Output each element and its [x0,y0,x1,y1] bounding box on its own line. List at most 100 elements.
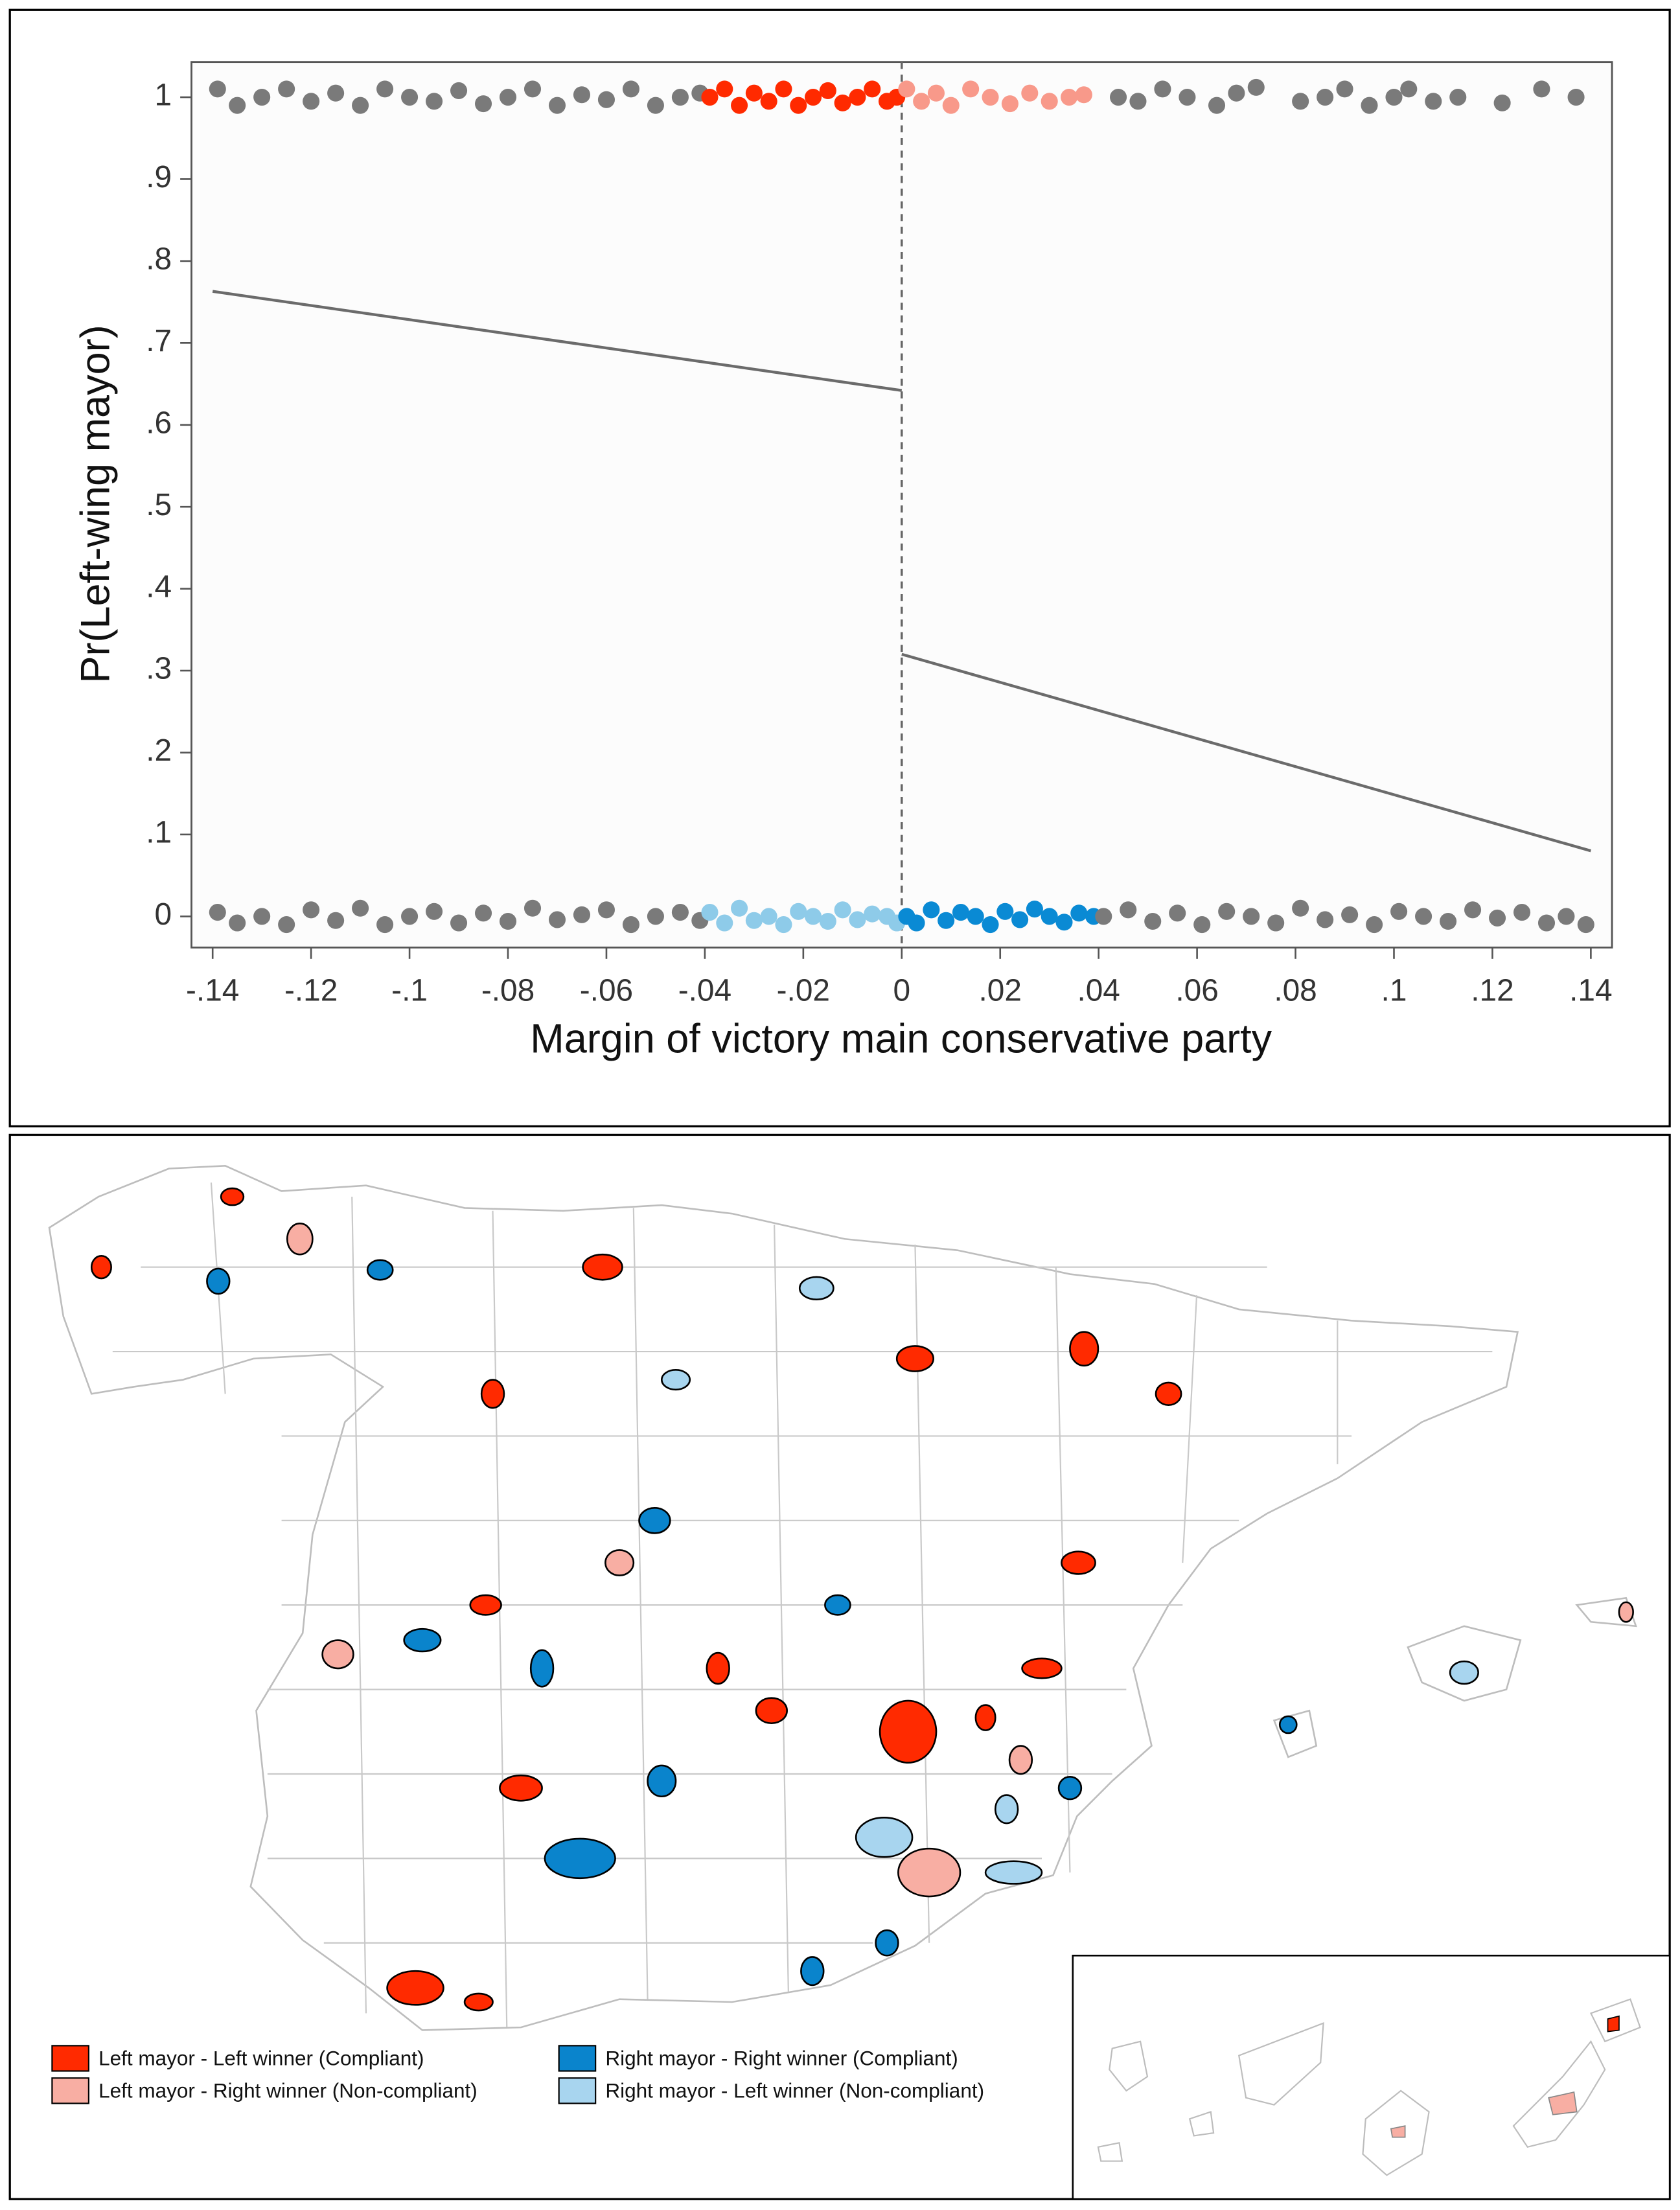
x-tick-label: -.06 [580,974,633,1008]
point [1026,900,1043,918]
point [573,86,591,104]
point [1120,901,1137,919]
point [229,914,246,932]
point [819,82,836,99]
point [1001,95,1018,113]
point [278,80,295,98]
legend-label: Right mayor - Right winner (Compliant) [605,2046,958,2069]
point [548,911,566,928]
point [524,80,542,98]
grid-lines [112,1266,1493,1944]
point [622,80,639,98]
y-tick-label: .4 [146,570,172,604]
point [278,916,295,934]
point [1011,911,1029,928]
point [499,912,517,930]
point [1317,911,1334,928]
point [804,88,822,106]
point [898,80,915,98]
point [1493,94,1511,111]
point [376,80,394,98]
point [938,912,955,929]
point [1095,908,1112,925]
point [352,97,369,114]
point [942,97,960,114]
point [1218,903,1236,920]
x-tick-label: .06 [1175,974,1218,1008]
point [1341,906,1359,923]
point [1415,908,1433,925]
point [1336,80,1353,98]
point [671,88,689,106]
point [1366,916,1383,934]
legend: Left mayor - Left winner (Compliant) Left… [51,2045,984,2104]
fit-line [212,290,903,392]
point [775,916,792,934]
point [982,916,999,934]
point [426,903,443,920]
legend-label: Left mayor - Right winner (Non-compliant… [98,2078,478,2102]
inset-blob [1390,2125,1406,2138]
point [804,908,822,925]
point [1488,909,1506,927]
y-tick-label: .9 [146,160,172,194]
point [927,84,945,102]
point [209,80,226,98]
plot: -.14 -.12 -.1 -.08 -.06 -.04 -.02 0 .02 .04 .06 .08… [146,62,1613,1008]
x-tick-label: -.02 [777,974,830,1008]
point [597,91,615,108]
y-tick-label: .3 [146,652,172,686]
legend-swatch [51,2045,89,2072]
point [1169,904,1186,922]
point [622,916,639,934]
x-tick-label: -.12 [284,974,338,1008]
point [524,899,542,917]
point [1537,914,1556,932]
point [1385,88,1403,106]
x-axis-title: Margin of victory main conservative part… [530,1017,1272,1062]
point [1041,93,1058,110]
y-tick-label: 1 [155,78,172,113]
point [401,88,419,106]
point [647,908,664,925]
point [1292,93,1309,110]
point [760,908,777,925]
legend-label: Left mayor - Left winner (Compliant) [98,2046,424,2069]
point [745,912,763,929]
point [1041,908,1058,925]
point [376,916,394,934]
inset-blob [1548,2091,1578,2115]
point [834,901,851,919]
y-tick-label: .1 [146,816,172,850]
x-tick-label: -.04 [678,974,731,1008]
point [253,88,271,106]
point [701,88,719,106]
x-tick-label: .1 [1381,974,1407,1008]
point [1228,84,1245,102]
point [597,901,615,919]
point [474,904,492,922]
point [209,904,226,921]
point [303,901,320,919]
x-tick-label: 0 [893,974,910,1008]
point [716,914,733,932]
point [1144,912,1162,930]
legend-swatch [51,2077,89,2104]
fit-line [901,652,1591,853]
point [731,899,748,917]
point [1577,916,1594,934]
point [671,904,689,921]
y-tick-label: .8 [146,242,172,277]
point [923,901,940,919]
point [1021,84,1039,102]
point [499,88,517,106]
y-tick-label: .5 [146,488,172,522]
point [996,903,1014,920]
point [401,908,419,925]
x-tick-label: .08 [1274,974,1317,1008]
point [1070,904,1088,922]
municipalities [90,1187,1634,2012]
point [327,84,345,102]
inset-blob [1607,2015,1620,2032]
point [760,93,777,110]
